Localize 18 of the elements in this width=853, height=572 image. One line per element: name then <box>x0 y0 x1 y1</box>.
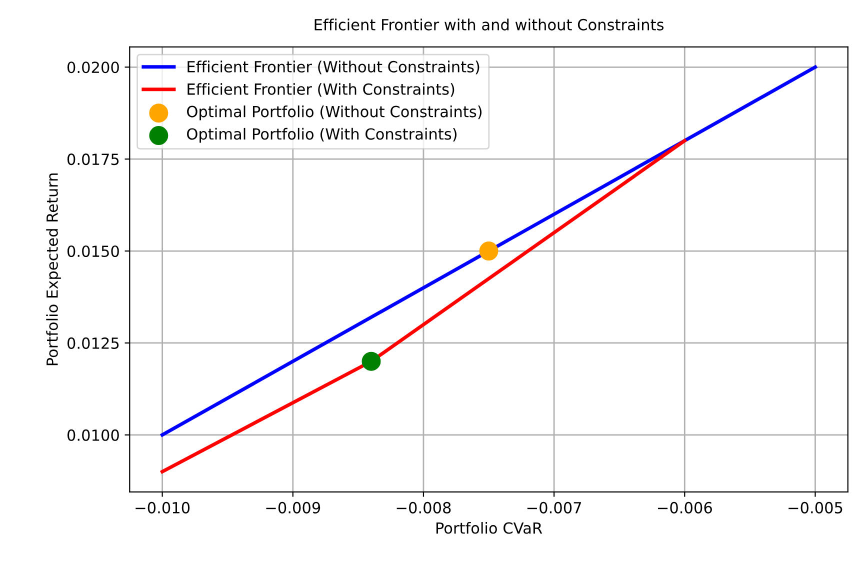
x-tick-label: −0.008 <box>396 502 451 514</box>
x-tick-label: −0.007 <box>527 502 582 514</box>
legend-label: Optimal Portfolio (With Constraints) <box>187 128 456 143</box>
x-tick-label: −0.010 <box>136 502 190 514</box>
y-tick-label: 0.0150 <box>67 245 119 258</box>
chart-title: Efficient Frontier with and without Constraints <box>314 18 664 30</box>
y-axis-title: Portfolio Expected Return <box>46 173 61 366</box>
legend-label: Efficient Frontier (With Constraints) <box>188 83 454 97</box>
x-axis-title: Portfolio CVaR <box>436 522 542 534</box>
legend-label: Optimal Portfolio (Without Constraints) <box>187 106 482 120</box>
y-tick-label: 0.0175 <box>67 154 119 166</box>
legend-label: Efficient Frontier (Without Constraints) <box>188 60 480 74</box>
y-tick-label: 0.0200 <box>67 62 119 74</box>
x-tick-label: −0.005 <box>788 502 842 514</box>
y-tick-label: 0.0125 <box>67 337 119 349</box>
x-tick-label: −0.006 <box>658 502 712 514</box>
x-tick-label: −0.009 <box>266 502 320 514</box>
y-tick-label: 0.0100 <box>67 429 119 441</box>
